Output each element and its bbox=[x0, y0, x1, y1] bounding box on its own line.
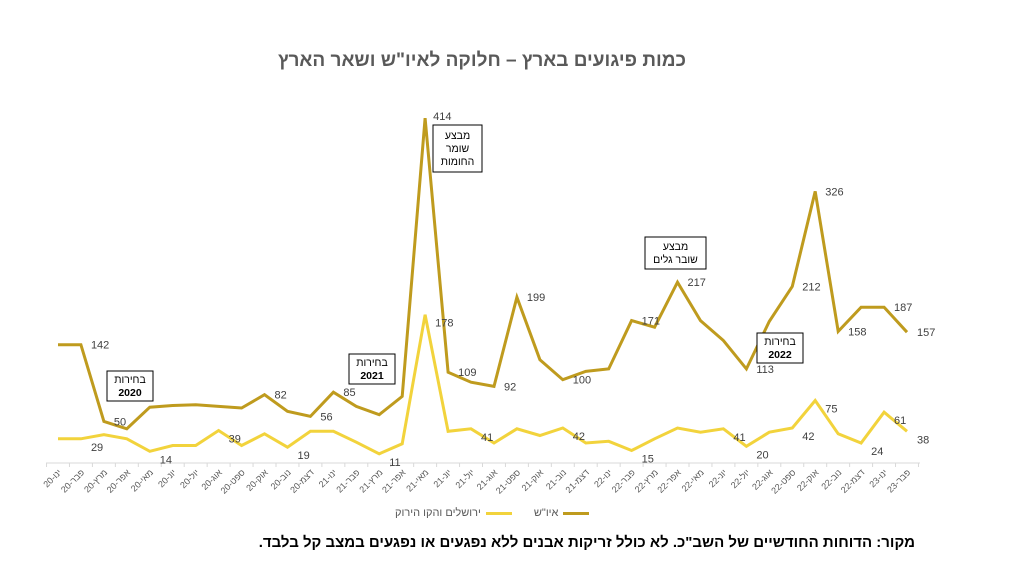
data-label: 100 bbox=[573, 375, 591, 387]
x-tick-label: יול-22 bbox=[729, 467, 752, 490]
data-label: 75 bbox=[825, 404, 837, 416]
data-label: 42 bbox=[802, 431, 814, 443]
data-label: 41 bbox=[733, 432, 745, 444]
source-note: מקור: הדוחות החודשיים של השב"כ. לא כולל … bbox=[258, 534, 915, 551]
data-label: 142 bbox=[91, 340, 109, 352]
x-tick-label: פבר-21 bbox=[334, 467, 361, 494]
data-label: 157 bbox=[917, 327, 935, 339]
data-label: 82 bbox=[275, 390, 287, 402]
annotation-text: מבצע bbox=[663, 241, 688, 253]
chart-title: כמות פיגועים בארץ – חלוקה לאיו"ש ושאר הא… bbox=[0, 50, 1024, 72]
data-label: 85 bbox=[343, 387, 355, 399]
x-tick-label: אפר-22 bbox=[655, 467, 683, 495]
data-label: 326 bbox=[825, 186, 843, 198]
data-label: 11 bbox=[389, 457, 400, 469]
data-label: 217 bbox=[688, 277, 706, 289]
x-tick-label: פבר-20 bbox=[59, 467, 86, 494]
data-label: 212 bbox=[802, 281, 820, 293]
x-tick-label: אפר-20 bbox=[105, 467, 133, 495]
data-label: 14 bbox=[160, 454, 172, 466]
data-label: 199 bbox=[527, 292, 545, 304]
data-label: 20 bbox=[756, 449, 768, 461]
annotation-text: 2022 bbox=[768, 349, 792, 361]
x-tick-label: פבר-22 bbox=[610, 467, 637, 494]
data-label: 61 bbox=[894, 415, 906, 427]
data-label: 19 bbox=[297, 450, 309, 462]
legend-label-jerusalem: ירושלים והקו הירוק bbox=[395, 507, 481, 519]
annotation-text: 2020 bbox=[118, 387, 142, 399]
legend-item-jerusalem: ירושלים והקו הירוק bbox=[395, 507, 512, 519]
data-label: 50 bbox=[114, 416, 126, 428]
x-tick-label: אוק-21 bbox=[520, 467, 546, 493]
annotation-text: בחירות bbox=[764, 336, 796, 348]
annotation-text: בחירות bbox=[356, 357, 388, 369]
legend-swatch-ayosh bbox=[563, 511, 590, 515]
data-label: 24 bbox=[871, 446, 883, 458]
x-tick-label: יונ-22 bbox=[707, 467, 729, 489]
x-tick-label: אוק-20 bbox=[244, 467, 270, 493]
annotation-text: שומר bbox=[446, 143, 470, 155]
x-tick-label: פבר-23 bbox=[885, 467, 912, 494]
x-tick-label: דצמ-20 bbox=[288, 467, 316, 495]
chart-legend: איו"ש ירושלים והקו הירוק bbox=[395, 507, 590, 519]
data-label: 39 bbox=[229, 434, 241, 446]
legend-item-ayosh: איו"ש bbox=[534, 507, 590, 519]
annotation-text: החומות bbox=[441, 156, 475, 168]
x-tick-label: יונ-21 bbox=[431, 467, 453, 489]
data-label: 42 bbox=[573, 431, 585, 443]
x-tick-label: אוק-22 bbox=[795, 467, 821, 493]
data-label: 41 bbox=[481, 432, 493, 444]
x-tick-label: מרץ-21 bbox=[357, 467, 384, 494]
data-label: 38 bbox=[917, 434, 929, 446]
annotation-text: מבצע bbox=[445, 130, 470, 142]
x-tick-label: ספט-22 bbox=[769, 467, 797, 495]
x-tick-label: מרץ-22 bbox=[633, 467, 660, 494]
x-tick-label: יול-20 bbox=[178, 467, 201, 490]
data-label: 92 bbox=[504, 381, 516, 393]
x-tick-label: מאי-21 bbox=[404, 467, 430, 493]
x-tick-label: מאי-22 bbox=[680, 467, 706, 493]
data-label: 171 bbox=[642, 316, 660, 328]
x-tick-label: אפר-21 bbox=[380, 467, 408, 495]
annotation-text: בחירות bbox=[114, 374, 146, 386]
legend-swatch-jerusalem bbox=[485, 511, 512, 515]
data-label: 113 bbox=[756, 364, 774, 376]
x-tick-label: מאי-20 bbox=[129, 467, 155, 493]
legend-label-ayosh: איו"ש bbox=[533, 507, 559, 519]
data-label: 109 bbox=[458, 367, 476, 379]
data-label: 158 bbox=[848, 326, 866, 338]
data-label: 187 bbox=[894, 302, 912, 314]
data-label: 56 bbox=[320, 411, 332, 423]
x-tick-label: דצמ-21 bbox=[564, 467, 592, 495]
x-tick-label: מרץ-20 bbox=[82, 467, 109, 494]
x-tick-label: יונ-20 bbox=[156, 467, 178, 489]
x-tick-label: יול-21 bbox=[453, 467, 476, 490]
annotation-text: שובר גלים bbox=[653, 254, 698, 266]
data-label: 29 bbox=[91, 442, 103, 454]
x-tick-label: ספט-20 bbox=[219, 467, 247, 495]
series-jerusalem-line bbox=[58, 314, 908, 456]
x-tick-label: דצמ-22 bbox=[839, 467, 867, 495]
data-label: 414 bbox=[433, 111, 451, 123]
annotation-text: 2021 bbox=[360, 370, 384, 382]
data-label: 15 bbox=[642, 454, 654, 466]
x-tick-label: ספט-21 bbox=[494, 467, 522, 495]
series-ayosh-line bbox=[58, 117, 909, 431]
chart-title-text: כמות פיגועים בארץ – חלוקה לאיו"ש ושאר הא… bbox=[278, 50, 686, 71]
data-label: 178 bbox=[435, 318, 453, 330]
